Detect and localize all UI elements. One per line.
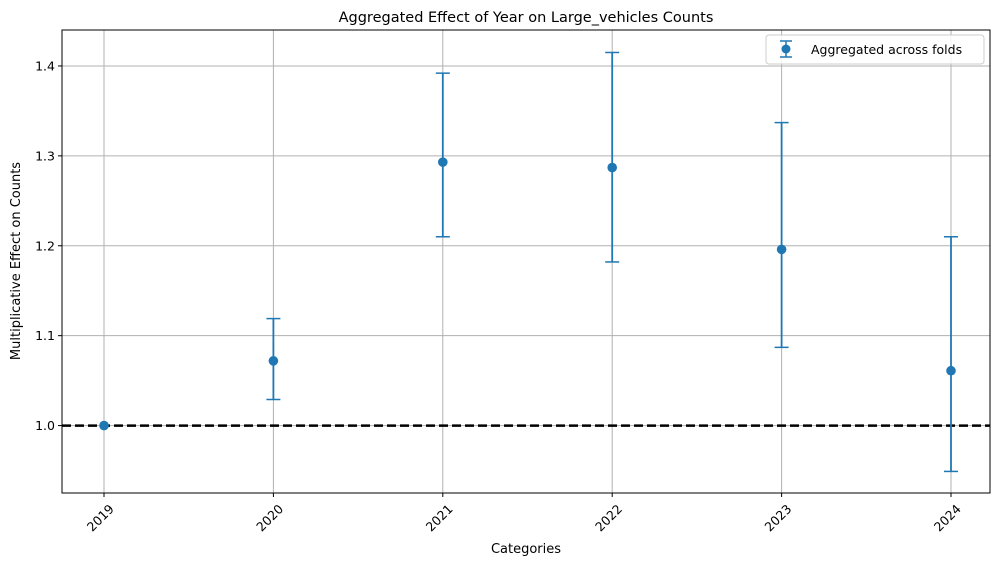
y-tick-label: 1.0 [35,418,55,433]
data-point [438,157,448,167]
data-point [946,365,956,376]
data-point [99,420,109,431]
y-axis-ticks: 1.0 1.1 1.2 1.3 1.4 [35,58,62,433]
y-axis-label: Multiplicative Effect on Counts [9,162,24,360]
data-point [268,356,279,366]
legend-point-marker [781,44,791,54]
data-point [776,244,787,255]
x-tick-label: 2023 [761,501,794,534]
x-axis-ticks: 2019 2020 2021 2022 2023 2024 [84,493,964,534]
grid [62,30,990,493]
y-tick-label: 1.3 [35,148,55,163]
y-tick-label: 1.1 [35,328,55,343]
x-tick-label: 2022 [592,501,625,534]
y-tick-label: 1.2 [35,238,55,253]
y-tick-label: 1.4 [35,58,55,73]
chart-title: Aggregated Effect of Year on Large_vehic… [339,10,714,26]
x-tick-label: 2024 [931,501,964,534]
plot-frame [61,29,991,494]
legend: Aggregated across folds [765,34,985,65]
x-axis-label: Categories [491,542,561,557]
legend-box [765,34,985,65]
x-tick-label: 2019 [84,501,117,534]
data-series [99,51,958,473]
x-tick-label: 2020 [253,501,286,534]
data-point [607,162,617,173]
legend-label: Aggregated across folds [811,42,962,57]
x-tick-label: 2021 [423,501,456,534]
